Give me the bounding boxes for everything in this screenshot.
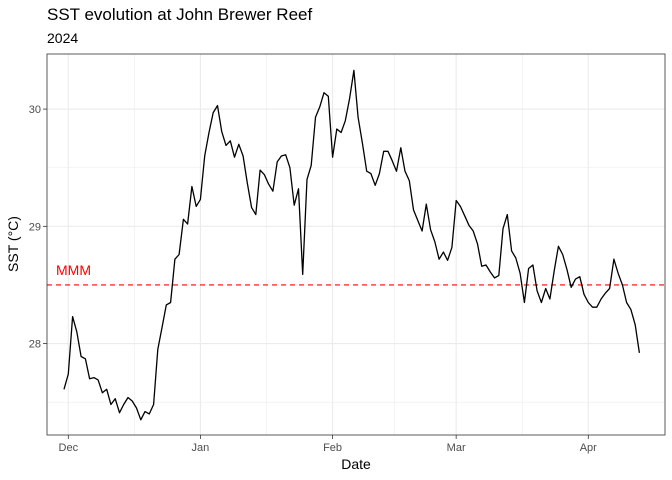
x-axis-title: Date xyxy=(341,456,371,472)
x-tick-label: Dec xyxy=(59,442,79,454)
sst-series-line xyxy=(63,69,641,421)
y-tick-label: 28 xyxy=(29,339,41,351)
y-axis: 28 29 30 xyxy=(29,104,47,351)
x-tick-label: Apr xyxy=(580,442,597,454)
panel-background xyxy=(47,54,665,435)
chart-subtitle: 2024 xyxy=(47,30,78,46)
x-axis: Dec Jan Feb Mar Apr xyxy=(59,435,597,454)
y-tick-label: 30 xyxy=(29,104,41,116)
mmm-label: MMM xyxy=(56,262,91,278)
x-tick-label: Feb xyxy=(323,442,342,454)
y-axis-title: SST (°C) xyxy=(5,216,21,272)
x-tick-label: Mar xyxy=(447,442,466,454)
chart-title: SST evolution at John Brewer Reef xyxy=(47,5,312,24)
major-gridlines xyxy=(47,54,665,435)
series-layer xyxy=(63,69,641,421)
panel-border xyxy=(46,53,666,436)
x-tick-label: Jan xyxy=(192,442,210,454)
y-tick-label: 29 xyxy=(29,221,41,233)
plot-panel: MMM xyxy=(46,53,666,436)
